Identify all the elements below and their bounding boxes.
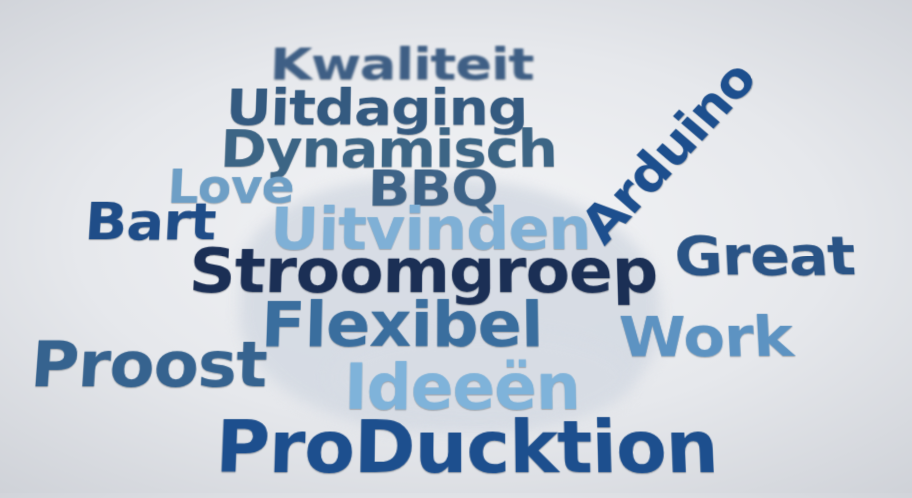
- word-production: ProDucktion: [214, 411, 719, 484]
- word-great: Great: [673, 230, 856, 285]
- word-cloud: Kwaliteit Uitdaging Dynamisch Love BBQ A…: [0, 18, 912, 498]
- word-proost: Proost: [29, 334, 268, 397]
- word-flexibel: Flexibel: [260, 294, 543, 356]
- word-arduino: Arduino: [572, 54, 765, 253]
- word-work: Work: [618, 310, 794, 366]
